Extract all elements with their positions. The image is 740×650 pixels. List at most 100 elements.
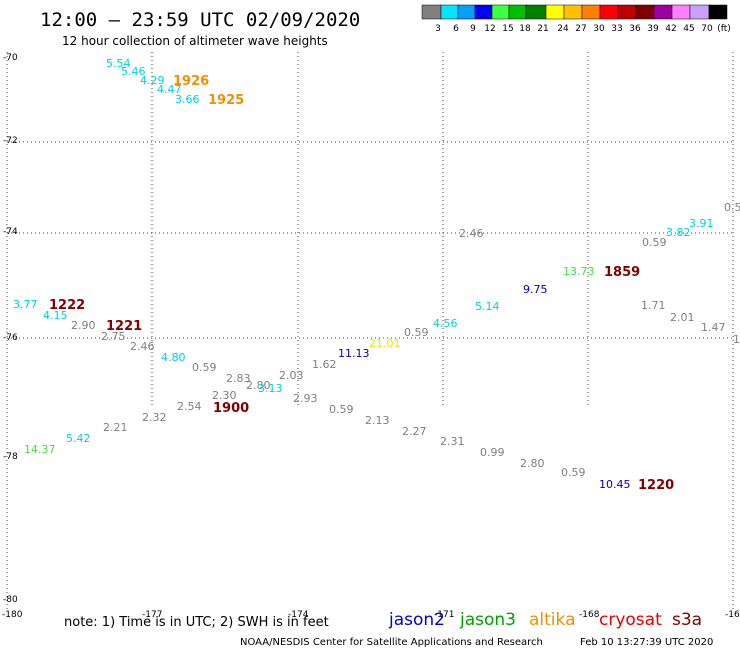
wave-height-value: 3.91 [689, 217, 714, 230]
map-title: 12:00 – 23:59 UTC 02/09/2020 [40, 9, 360, 31]
legend-unit: (ft) [717, 24, 731, 34]
wave-height-value: 2.31 [440, 435, 465, 448]
wave-height-value: 2.21 [103, 421, 128, 434]
satellite-legend-s3a: s3a [672, 610, 702, 630]
lat-tick-label: -70 [3, 53, 18, 63]
wave-height-value: 21.01 [369, 337, 401, 350]
lat-tick-label: -74 [3, 227, 18, 237]
legend-swatch-39 [635, 4, 655, 20]
wave-height-value: 1.71 [641, 299, 666, 312]
lon-tick-label: -16 [725, 610, 740, 620]
legend-label: 36 [629, 24, 641, 34]
observation-labels: 5.54 5.46 4.29 4.47 3.66 2.46 0.59 3.82 … [13, 57, 726, 491]
satellite-legend-jason3: jason3 [459, 610, 516, 630]
lon-tick-label: -177 [142, 610, 162, 620]
wave-height-value: 2.80 [246, 379, 271, 392]
wave-height-value: 9.75 [523, 283, 548, 296]
pass-time-label: 1925 [208, 93, 244, 108]
legend-label: 33 [611, 24, 622, 34]
wave-height-value: 11.13 [338, 347, 370, 360]
pass-time-label: 1926 [173, 74, 209, 89]
wave-height-value: 10.45 [599, 478, 631, 491]
legend-label: 42 [665, 24, 676, 34]
wave-height-value: 0.59 [561, 466, 586, 479]
legend-swatch-9 [457, 4, 476, 20]
pass-time-label: 1220 [638, 478, 674, 493]
wave-height-value: 2.90 [71, 319, 96, 332]
wave-height-value: 4.47 [157, 83, 182, 96]
wave-height-value: 2.83 [226, 372, 251, 385]
wave-height-value: 2.32 [142, 411, 167, 424]
wave-height-value: 0.59 [192, 361, 217, 374]
wave-height-value: 2.27 [402, 425, 427, 438]
legend-swatch-12 [474, 4, 493, 20]
lon-tick-label: -168 [579, 610, 600, 620]
wave-height-value: 2.46 [459, 227, 484, 240]
satellite-legend-altika: altika [529, 610, 576, 630]
wave-height-value: 2.93 [293, 392, 318, 405]
wave-height-value: 13.73 [563, 265, 595, 278]
lat-tick-label: -78 [3, 452, 18, 462]
wave-height-value: 1.62 [312, 358, 337, 371]
legend-swatch-max [708, 4, 728, 20]
legend-swatch-3 [421, 4, 442, 20]
pass-time-labels: 1926 1925 1859 1222 1221 1900 1220 [49, 74, 674, 493]
pass-time-label: 1222 [49, 298, 85, 313]
wave-height-value: 3.82 [666, 226, 691, 239]
legend-label: 6 [453, 24, 459, 34]
footer-timestamp: Feb 10 13:27:39 UTC 2020 [580, 637, 713, 648]
pass-time-label: 1859 [604, 265, 640, 280]
lon-tick-label: -174 [288, 610, 309, 620]
legend-swatch-42 [653, 4, 673, 20]
legend-swatch-21 [525, 4, 547, 20]
right-edge-label: 1 [733, 333, 740, 346]
legend-label: 18 [519, 24, 531, 34]
legend-swatch-27 [563, 4, 583, 20]
legend-label: 39 [647, 24, 659, 34]
wave-height-value: 0.59 [642, 236, 667, 249]
wave-height-value: 4.29 [140, 74, 165, 87]
legend-label: 15 [502, 24, 513, 34]
wave-height-value: 2.80 [520, 457, 545, 470]
map-subtitle: 12 hour collection of altimeter wave hei… [62, 34, 328, 48]
satellite-legend-jason2: jason2 [388, 610, 445, 630]
wave-height-legend: 3 6 9 12 15 18 21 24 27 30 33 36 39 42 4… [421, 4, 731, 34]
legend-swatch-24 [545, 4, 565, 20]
footer-credit: NOAA/NESDIS Center for Satellite Applica… [240, 637, 543, 648]
wave-height-value: 2.46 [130, 340, 155, 353]
wave-height-value: 14.37 [24, 443, 56, 456]
legend-swatch-15 [491, 4, 510, 20]
pass-time-label: 1221 [106, 319, 142, 334]
wave-height-value: 5.54 [106, 57, 131, 70]
satellite-legend-cryosat: cryosat [599, 610, 662, 630]
wave-height-value: 2.03 [279, 369, 304, 382]
wave-height-value: 5.46 [121, 65, 146, 78]
wave-height-value: 5.42 [66, 432, 91, 445]
lat-tick-label: -76 [3, 333, 18, 343]
legend-label: 70 [701, 24, 713, 34]
legend-swatch-36 [617, 4, 637, 20]
legend-label: 24 [557, 24, 569, 34]
lon-tick-label: -180 [2, 610, 23, 620]
legend-label: 21 [537, 24, 548, 34]
wave-height-value: 2.30 [212, 389, 237, 402]
wave-height-value: 1.47 [701, 321, 726, 334]
wave-height-value: 4.56 [433, 317, 458, 330]
legend-swatch-33 [599, 4, 619, 20]
legend-swatch-6 [440, 4, 459, 20]
legend-label: 27 [575, 24, 586, 34]
wave-height-value: 2.01 [670, 311, 695, 324]
legend-label: 12 [484, 24, 495, 34]
legend-label: 3 [435, 24, 441, 34]
legend-swatch-70 [689, 4, 710, 20]
wave-height-value: 4.15 [43, 309, 68, 322]
wave-height-value: 0.99 [480, 446, 505, 459]
wave-height-value: 3.77 [13, 298, 38, 311]
right-edge-label: 0.5 [724, 201, 740, 214]
legend-label: 30 [593, 24, 605, 34]
legend-swatch-45 [671, 4, 691, 20]
footer-note: note: 1) Time is in UTC; 2) SWH is in fe… [64, 615, 329, 630]
lat-tick-label: -72 [3, 136, 18, 146]
pass-time-label: 1900 [213, 401, 249, 416]
